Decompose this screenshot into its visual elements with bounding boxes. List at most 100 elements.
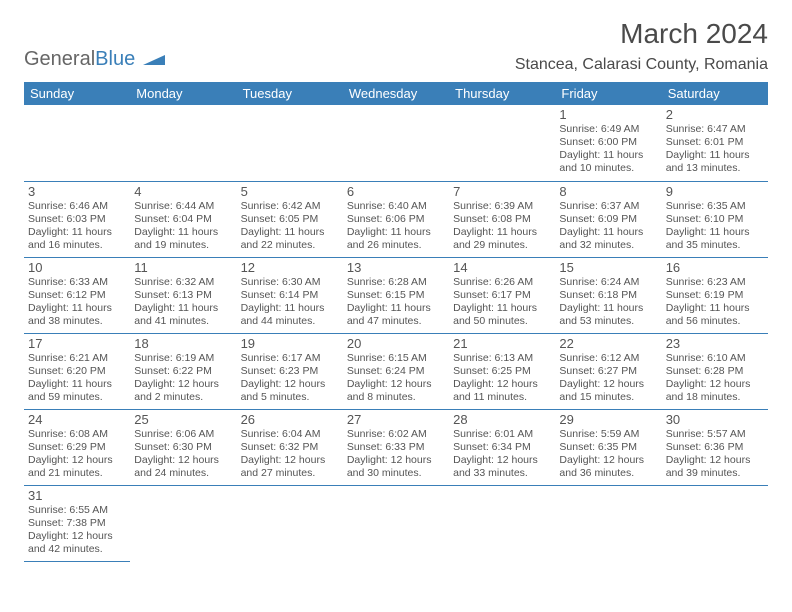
- day-number: 19: [241, 336, 339, 351]
- day-number: 7: [453, 184, 551, 199]
- day-cell: 25Sunrise: 6:06 AMSunset: 6:30 PMDayligh…: [130, 409, 236, 485]
- empty-cell: [24, 105, 130, 181]
- day-cell: 13Sunrise: 6:28 AMSunset: 6:15 PMDayligh…: [343, 257, 449, 333]
- day-cell: 3Sunrise: 6:46 AMSunset: 6:03 PMDaylight…: [24, 181, 130, 257]
- sunset-line: Sunset: 6:36 PM: [666, 441, 764, 454]
- sunset-line: Sunset: 6:13 PM: [134, 289, 232, 302]
- sunset-line: Sunset: 6:35 PM: [559, 441, 657, 454]
- day-cell: 22Sunrise: 6:12 AMSunset: 6:27 PMDayligh…: [555, 333, 661, 409]
- day-header: Friday: [555, 82, 661, 105]
- sunrise-line: Sunrise: 6:15 AM: [347, 352, 445, 365]
- calendar-body: 1Sunrise: 6:49 AMSunset: 6:00 PMDaylight…: [24, 105, 768, 561]
- sunset-line: Sunset: 6:24 PM: [347, 365, 445, 378]
- sunrise-line: Sunrise: 6:12 AM: [559, 352, 657, 365]
- sunrise-line: Sunrise: 6:55 AM: [28, 504, 126, 517]
- sunrise-line: Sunrise: 6:08 AM: [28, 428, 126, 441]
- sunset-line: Sunset: 6:17 PM: [453, 289, 551, 302]
- empty-cell: [555, 485, 661, 561]
- day-number: 26: [241, 412, 339, 427]
- sunset-line: Sunset: 6:06 PM: [347, 213, 445, 226]
- day-number: 24: [28, 412, 126, 427]
- day-cell: 18Sunrise: 6:19 AMSunset: 6:22 PMDayligh…: [130, 333, 236, 409]
- sunset-line: Sunset: 6:28 PM: [666, 365, 764, 378]
- daylight-line: Daylight: 11 hours and 10 minutes.: [559, 149, 657, 175]
- sunset-line: Sunset: 6:33 PM: [347, 441, 445, 454]
- sunset-line: Sunset: 6:25 PM: [453, 365, 551, 378]
- page-title: March 2024: [24, 18, 768, 50]
- daylight-line: Daylight: 12 hours and 8 minutes.: [347, 378, 445, 404]
- sunrise-line: Sunrise: 6:26 AM: [453, 276, 551, 289]
- day-header: Saturday: [662, 82, 768, 105]
- sunrise-line: Sunrise: 6:19 AM: [134, 352, 232, 365]
- daylight-line: Daylight: 11 hours and 22 minutes.: [241, 226, 339, 252]
- sunrise-line: Sunrise: 6:04 AM: [241, 428, 339, 441]
- logo: GeneralBlue: [24, 48, 165, 71]
- daylight-line: Daylight: 12 hours and 2 minutes.: [134, 378, 232, 404]
- sunrise-line: Sunrise: 6:21 AM: [28, 352, 126, 365]
- sunrise-line: Sunrise: 6:37 AM: [559, 200, 657, 213]
- day-cell: 17Sunrise: 6:21 AMSunset: 6:20 PMDayligh…: [24, 333, 130, 409]
- empty-cell: [237, 105, 343, 181]
- empty-cell: [130, 105, 236, 181]
- day-number: 1: [559, 107, 657, 122]
- sunset-line: Sunset: 6:01 PM: [666, 136, 764, 149]
- daylight-line: Daylight: 12 hours and 33 minutes.: [453, 454, 551, 480]
- day-cell: 8Sunrise: 6:37 AMSunset: 6:09 PMDaylight…: [555, 181, 661, 257]
- calendar-row: 1Sunrise: 6:49 AMSunset: 6:00 PMDaylight…: [24, 105, 768, 181]
- daylight-line: Daylight: 12 hours and 5 minutes.: [241, 378, 339, 404]
- sunrise-line: Sunrise: 6:24 AM: [559, 276, 657, 289]
- sunset-line: Sunset: 6:20 PM: [28, 365, 126, 378]
- day-number: 3: [28, 184, 126, 199]
- sunrise-line: Sunrise: 6:40 AM: [347, 200, 445, 213]
- sunrise-line: Sunrise: 6:35 AM: [666, 200, 764, 213]
- daylight-line: Daylight: 12 hours and 21 minutes.: [28, 454, 126, 480]
- daylight-line: Daylight: 11 hours and 44 minutes.: [241, 302, 339, 328]
- day-number: 9: [666, 184, 764, 199]
- day-number: 30: [666, 412, 764, 427]
- day-cell: 29Sunrise: 5:59 AMSunset: 6:35 PMDayligh…: [555, 409, 661, 485]
- daylight-line: Daylight: 12 hours and 36 minutes.: [559, 454, 657, 480]
- sunrise-line: Sunrise: 6:30 AM: [241, 276, 339, 289]
- daylight-line: Daylight: 11 hours and 29 minutes.: [453, 226, 551, 252]
- sunrise-line: Sunrise: 6:39 AM: [453, 200, 551, 213]
- day-header: Thursday: [449, 82, 555, 105]
- sunrise-line: Sunrise: 6:23 AM: [666, 276, 764, 289]
- day-number: 31: [28, 488, 126, 503]
- daylight-line: Daylight: 11 hours and 19 minutes.: [134, 226, 232, 252]
- daylight-line: Daylight: 11 hours and 56 minutes.: [666, 302, 764, 328]
- sunset-line: Sunset: 6:08 PM: [453, 213, 551, 226]
- day-cell: 14Sunrise: 6:26 AMSunset: 6:17 PMDayligh…: [449, 257, 555, 333]
- logo-text-2: Blue: [95, 48, 135, 70]
- daylight-line: Daylight: 12 hours and 42 minutes.: [28, 530, 126, 556]
- daylight-line: Daylight: 11 hours and 59 minutes.: [28, 378, 126, 404]
- sunset-line: Sunset: 6:19 PM: [666, 289, 764, 302]
- day-number: 20: [347, 336, 445, 351]
- sunrise-line: Sunrise: 6:01 AM: [453, 428, 551, 441]
- day-cell: 5Sunrise: 6:42 AMSunset: 6:05 PMDaylight…: [237, 181, 343, 257]
- calendar-row: 17Sunrise: 6:21 AMSunset: 6:20 PMDayligh…: [24, 333, 768, 409]
- daylight-line: Daylight: 12 hours and 27 minutes.: [241, 454, 339, 480]
- day-header: Tuesday: [237, 82, 343, 105]
- sunrise-line: Sunrise: 6:06 AM: [134, 428, 232, 441]
- day-number: 21: [453, 336, 551, 351]
- sunset-line: Sunset: 6:22 PM: [134, 365, 232, 378]
- calendar-table: SundayMondayTuesdayWednesdayThursdayFrid…: [24, 82, 768, 562]
- day-header: Monday: [130, 82, 236, 105]
- sunrise-line: Sunrise: 5:59 AM: [559, 428, 657, 441]
- sunset-line: Sunset: 6:10 PM: [666, 213, 764, 226]
- day-cell: 15Sunrise: 6:24 AMSunset: 6:18 PMDayligh…: [555, 257, 661, 333]
- day-cell: 10Sunrise: 6:33 AMSunset: 6:12 PMDayligh…: [24, 257, 130, 333]
- sunrise-line: Sunrise: 6:10 AM: [666, 352, 764, 365]
- daylight-line: Daylight: 11 hours and 47 minutes.: [347, 302, 445, 328]
- sunset-line: Sunset: 6:15 PM: [347, 289, 445, 302]
- sunset-line: Sunset: 6:29 PM: [28, 441, 126, 454]
- logo-text-1: General: [24, 48, 95, 70]
- sunrise-line: Sunrise: 6:33 AM: [28, 276, 126, 289]
- daylight-line: Daylight: 12 hours and 39 minutes.: [666, 454, 764, 480]
- day-number: 14: [453, 260, 551, 275]
- daylight-line: Daylight: 12 hours and 30 minutes.: [347, 454, 445, 480]
- day-number: 18: [134, 336, 232, 351]
- daylight-line: Daylight: 11 hours and 13 minutes.: [666, 149, 764, 175]
- day-number: 29: [559, 412, 657, 427]
- day-number: 25: [134, 412, 232, 427]
